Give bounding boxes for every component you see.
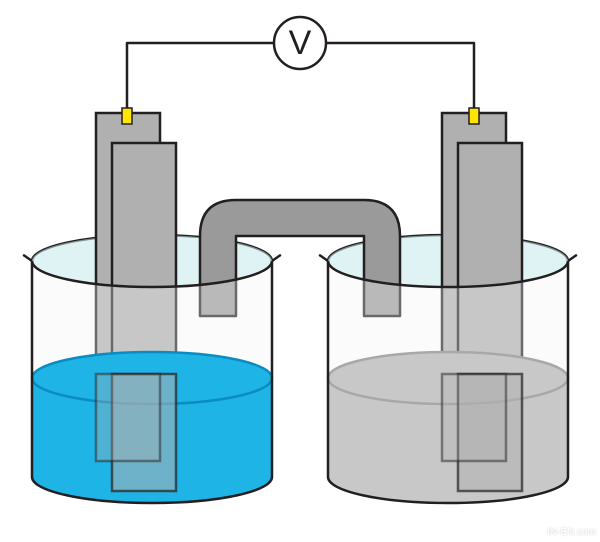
voltmeter-label: V bbox=[289, 24, 312, 62]
clip-right bbox=[469, 108, 479, 124]
clip-left bbox=[122, 108, 132, 124]
electrochemical-cell-diagram: V bbox=[0, 0, 600, 542]
watermark: IN-EN.com bbox=[547, 527, 596, 538]
watermark-text: IN-EN.com bbox=[547, 527, 596, 538]
voltmeter: V bbox=[274, 17, 326, 69]
